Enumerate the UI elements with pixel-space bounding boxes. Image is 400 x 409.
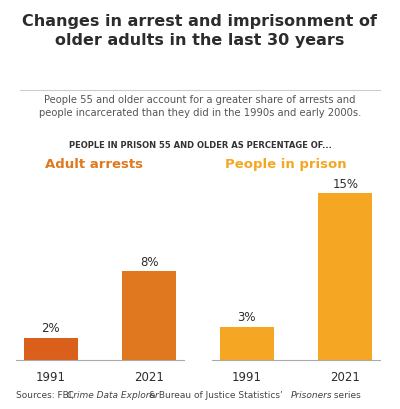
Text: Prisoners: Prisoners xyxy=(290,390,332,399)
Text: 8%: 8% xyxy=(140,255,158,268)
Text: Sources: FBI,: Sources: FBI, xyxy=(16,390,77,399)
Text: Crime Data Explorer: Crime Data Explorer xyxy=(67,390,159,399)
Bar xyxy=(318,194,372,360)
Text: & Bureau of Justice Statistics’: & Bureau of Justice Statistics’ xyxy=(146,390,286,399)
Text: Adult arrests: Adult arrests xyxy=(45,157,143,171)
Text: series: series xyxy=(331,390,361,399)
Text: People in prison: People in prison xyxy=(225,157,347,171)
Text: Changes in arrest and imprisonment of
older adults in the last 30 years: Changes in arrest and imprisonment of ol… xyxy=(22,14,378,48)
Bar xyxy=(122,272,176,360)
Text: PEOPLE IN PRISON 55 AND OLDER AS PERCENTAGE OF...: PEOPLE IN PRISON 55 AND OLDER AS PERCENT… xyxy=(68,141,332,150)
Text: 2%: 2% xyxy=(42,321,60,335)
Text: 3%: 3% xyxy=(238,310,256,324)
Text: 15%: 15% xyxy=(332,178,358,191)
Bar xyxy=(220,327,274,360)
Text: People 55 and older account for a greater share of arrests and
people incarcerat: People 55 and older account for a greate… xyxy=(39,95,361,118)
Bar xyxy=(24,338,78,360)
